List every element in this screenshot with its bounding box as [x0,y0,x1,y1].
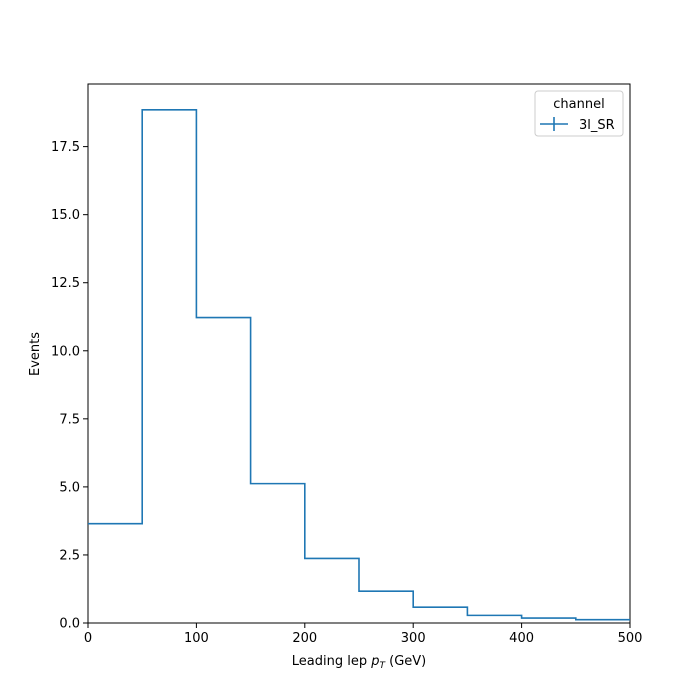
plot-area-frame [87,83,631,624]
legend-entry-label: 3l_SR [579,118,615,133]
y-tick-label: 12.5 [51,276,80,291]
y-tick-label: 7.5 [59,412,80,427]
x-tick-label: 300 [401,631,426,646]
x-axis-label: Leading lep pT (GeV) [292,654,426,671]
x-tick-label: 400 [509,631,534,646]
histogram-step-line [88,109,630,621]
y-tick-label: 5.0 [59,480,80,495]
x-tick-label: 500 [618,631,643,646]
y-tick-label: 10.0 [51,344,80,359]
legend-title: channel [553,97,604,112]
x-tick-label: 0 [84,631,92,646]
x-tick-label: 200 [292,631,317,646]
y-tick-label: 0.0 [59,617,80,632]
y-tick-label: 15.0 [51,208,80,223]
y-axis-label: Events [28,332,43,376]
y-tick-label: 2.5 [59,548,80,563]
x-tick-label: 100 [184,631,209,646]
x-axis-ticks: 0 100 200 300 400 500 [84,623,643,646]
legend: channel 3l_SR [534,90,624,137]
y-axis-ticks: 0.0 2.5 5.0 7.5 10.0 12.5 15.0 17.5 [51,140,88,632]
y-tick-label: 17.5 [51,140,80,155]
